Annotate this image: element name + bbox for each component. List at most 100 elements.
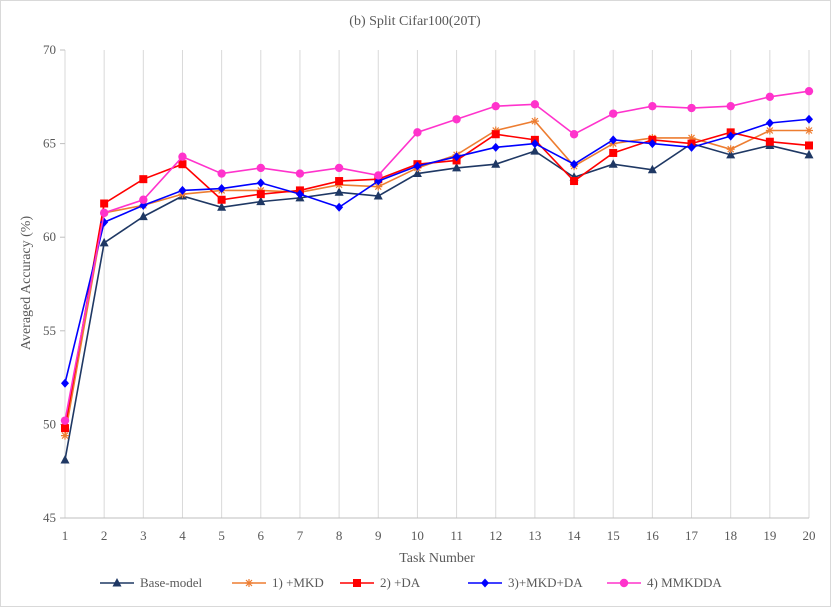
data-point xyxy=(334,163,344,173)
x-tick-label: 9 xyxy=(375,528,382,543)
data-point xyxy=(217,202,227,211)
y-tick-label: 65 xyxy=(43,136,56,151)
data-point xyxy=(413,128,422,137)
x-tick-label: 14 xyxy=(568,528,582,543)
x-tick-label: 3 xyxy=(140,528,147,543)
data-point xyxy=(413,161,422,171)
x-tick-label: 15 xyxy=(607,528,620,543)
data-point xyxy=(726,149,736,159)
data-point xyxy=(726,131,735,141)
data-point xyxy=(570,159,579,169)
data-point xyxy=(61,378,69,388)
data-point xyxy=(726,145,735,154)
data-point xyxy=(687,103,696,113)
data-point xyxy=(452,152,461,162)
legend-item: 1) +MKD xyxy=(232,575,324,590)
y-tick-label: 50 xyxy=(43,416,56,431)
x-tick-label: 16 xyxy=(646,528,660,543)
data-point xyxy=(295,189,304,199)
data-point xyxy=(452,162,462,172)
y-tick-label: 70 xyxy=(43,42,56,57)
data-point xyxy=(256,190,265,199)
legend-label: 4) MMKDDA xyxy=(647,575,722,590)
legend-swatch-marker xyxy=(112,578,122,587)
x-tick-label: 8 xyxy=(336,528,343,543)
data-point xyxy=(609,109,618,118)
data-point xyxy=(373,191,383,200)
series-line xyxy=(64,120,809,436)
data-point xyxy=(335,202,344,212)
series-line xyxy=(64,131,810,429)
x-tick-label: 1 xyxy=(62,528,69,543)
x-tick-label: 5 xyxy=(218,528,225,543)
data-point xyxy=(256,178,265,188)
legend-swatch-marker xyxy=(245,579,253,587)
data-point xyxy=(530,100,540,109)
data-point xyxy=(491,130,500,139)
series-layer xyxy=(60,86,814,464)
data-point xyxy=(609,148,618,157)
series-4 xyxy=(61,114,813,388)
data-point xyxy=(570,177,579,186)
data-point xyxy=(491,101,500,111)
data-point xyxy=(178,152,187,161)
x-tick-label: 18 xyxy=(724,528,737,543)
data-point xyxy=(334,187,344,196)
x-tick-label: 20 xyxy=(803,528,816,543)
data-point xyxy=(374,182,383,191)
data-point xyxy=(569,130,579,139)
series-3 xyxy=(61,128,813,433)
data-point xyxy=(100,199,109,208)
legend-label: 1) +MKD xyxy=(272,575,324,590)
legend-swatch-marker xyxy=(353,579,361,587)
data-point xyxy=(61,431,69,440)
legend-item: 2) +DA xyxy=(340,575,421,590)
data-point xyxy=(256,163,265,173)
x-tick-label: 2 xyxy=(101,528,108,543)
x-tick-label: 7 xyxy=(297,528,304,543)
series-1 xyxy=(60,138,814,464)
data-point xyxy=(805,141,813,150)
data-point xyxy=(648,101,657,111)
data-point xyxy=(648,139,657,149)
data-point xyxy=(374,171,383,180)
legend-label: Base-model xyxy=(140,575,202,590)
data-point xyxy=(60,416,70,425)
legend-label: 2) +DA xyxy=(380,575,421,590)
series-line xyxy=(64,142,810,461)
data-point xyxy=(491,142,500,152)
series-line xyxy=(64,118,810,384)
data-point xyxy=(608,159,618,168)
data-point xyxy=(765,126,774,135)
grid-lines xyxy=(64,50,810,518)
data-point xyxy=(726,101,735,111)
legend-item: Base-model xyxy=(100,575,202,590)
legend-swatch-marker xyxy=(481,578,489,588)
data-point xyxy=(805,114,813,124)
legend-item: 4) MMKDDA xyxy=(607,575,722,590)
x-tick-label: 4 xyxy=(179,528,186,543)
data-point xyxy=(60,454,70,464)
data-point xyxy=(139,175,148,184)
x-tick-label: 12 xyxy=(489,528,502,543)
data-point xyxy=(765,92,775,102)
data-point xyxy=(99,208,109,218)
legend-label: 3)+MKD+DA xyxy=(508,575,583,590)
x-tick-label: 19 xyxy=(763,528,776,543)
x-tick-label: 10 xyxy=(411,528,424,543)
data-point xyxy=(687,142,696,152)
data-point xyxy=(647,164,657,174)
data-point xyxy=(491,159,501,168)
data-point xyxy=(217,184,226,194)
data-point xyxy=(687,133,696,142)
data-point xyxy=(139,195,148,204)
data-point xyxy=(530,146,540,155)
y-axis-title: Averaged Accuracy (%) xyxy=(19,216,34,351)
data-point xyxy=(217,169,226,178)
data-point xyxy=(804,149,814,159)
data-point xyxy=(335,177,344,186)
data-point xyxy=(412,168,422,178)
data-point xyxy=(217,195,226,204)
